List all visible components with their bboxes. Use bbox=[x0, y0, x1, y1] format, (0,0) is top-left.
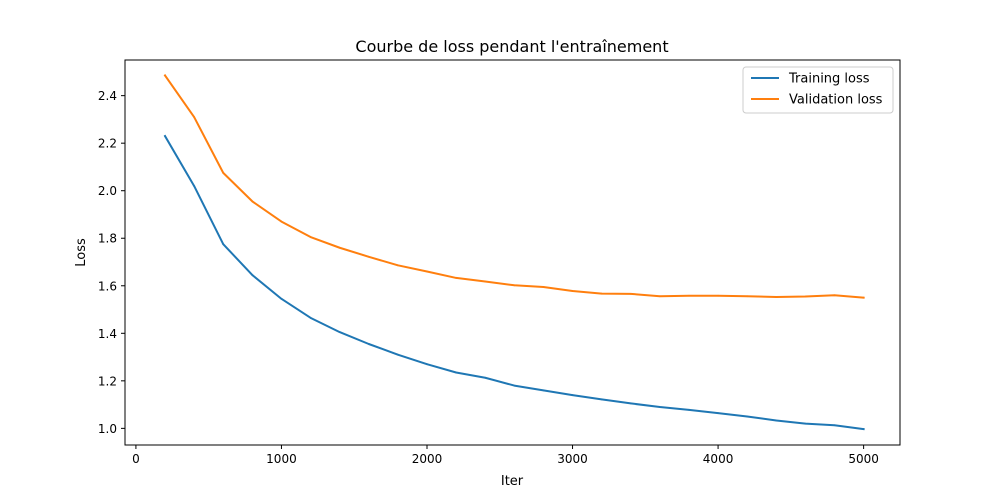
x-axis: 0 1000 2000 3000 4000 5000 bbox=[132, 445, 879, 466]
data-point bbox=[280, 297, 283, 300]
data-point bbox=[164, 135, 166, 137]
data-point bbox=[658, 295, 661, 298]
y-axis: 1.0 1.2 1.4 1.6 1.8 2.0 2.2 2.4 bbox=[98, 89, 125, 436]
data-point bbox=[775, 296, 778, 298]
data-point bbox=[600, 398, 603, 401]
y-tick-label: 1.6 bbox=[98, 279, 117, 293]
data-point bbox=[338, 246, 341, 249]
data-point bbox=[717, 412, 719, 415]
y-tick-label: 2.0 bbox=[98, 184, 117, 198]
data-point bbox=[251, 274, 254, 276]
data-point bbox=[658, 406, 661, 408]
data-point bbox=[513, 384, 516, 387]
data-point bbox=[804, 422, 807, 425]
x-tick-label: 5000 bbox=[848, 452, 879, 466]
data-point bbox=[193, 116, 196, 118]
data-point bbox=[280, 220, 283, 223]
x-tick-label: 0 bbox=[132, 452, 140, 466]
legend: Training loss Validation loss bbox=[742, 66, 894, 114]
data-point bbox=[542, 389, 545, 392]
data-point bbox=[746, 295, 749, 298]
x-tick-label: 1000 bbox=[266, 452, 297, 466]
y-tick-label: 2.2 bbox=[98, 137, 117, 151]
plot-frame bbox=[124, 59, 901, 446]
data-point bbox=[862, 296, 865, 299]
data-point bbox=[251, 200, 254, 203]
y-tick-label: 1.2 bbox=[98, 374, 117, 388]
data-point bbox=[426, 270, 428, 273]
data-point bbox=[193, 185, 196, 187]
data-point bbox=[571, 394, 574, 396]
data-point bbox=[804, 295, 807, 298]
x-axis-label: Iter bbox=[501, 474, 524, 489]
x-tick-label: 3000 bbox=[557, 452, 588, 466]
chart-title: Courbe de loss pendant l'entraînement bbox=[355, 37, 668, 56]
data-point bbox=[513, 284, 516, 287]
legend-box bbox=[742, 66, 894, 114]
data-point bbox=[455, 277, 457, 279]
data-point bbox=[629, 402, 632, 405]
data-point bbox=[629, 292, 632, 295]
data-point bbox=[309, 316, 312, 319]
y-tick-label: 1.4 bbox=[98, 327, 117, 341]
y-tick-label: 1.8 bbox=[98, 232, 117, 246]
data-point bbox=[367, 343, 370, 345]
data-point bbox=[862, 428, 865, 430]
data-point bbox=[571, 290, 574, 292]
x-tick-label: 2000 bbox=[412, 452, 443, 466]
data-point bbox=[426, 363, 428, 366]
data-point bbox=[222, 243, 225, 246]
data-point bbox=[688, 294, 690, 297]
data-point bbox=[717, 294, 719, 297]
data-point bbox=[833, 294, 836, 297]
data-point bbox=[164, 74, 166, 77]
data-point bbox=[367, 255, 370, 258]
data-point bbox=[775, 419, 778, 422]
data-point bbox=[396, 264, 399, 267]
y-axis-label: Loss bbox=[74, 238, 89, 267]
legend-label-validation: Validation loss bbox=[789, 93, 883, 108]
data-point bbox=[309, 236, 312, 238]
y-tick-label: 1.0 bbox=[98, 422, 117, 436]
data-point bbox=[484, 280, 487, 283]
data-point bbox=[600, 292, 603, 295]
data-point bbox=[833, 424, 836, 427]
data-point bbox=[222, 171, 225, 174]
data-point bbox=[338, 331, 341, 334]
data-point bbox=[396, 353, 399, 356]
data-point bbox=[542, 286, 545, 288]
series-layer bbox=[163, 74, 865, 431]
plot-area bbox=[125, 60, 900, 445]
data-point bbox=[746, 415, 749, 418]
data-point bbox=[688, 408, 690, 411]
legend-label-training: Training loss bbox=[788, 72, 870, 87]
x-tick-label: 4000 bbox=[703, 452, 734, 466]
y-tick-label: 2.4 bbox=[98, 89, 117, 103]
data-point bbox=[484, 376, 487, 379]
data-point bbox=[455, 371, 457, 374]
